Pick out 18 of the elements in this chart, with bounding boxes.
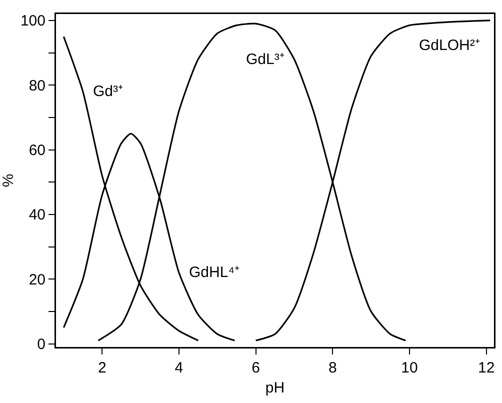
y-axis-title: % xyxy=(0,174,17,188)
y-tick-label: 0 xyxy=(37,336,46,354)
annotation: GdLOH²⁺ xyxy=(419,37,480,54)
x-tick-label: 12 xyxy=(478,360,495,376)
y-tick-label: 80 xyxy=(28,77,46,94)
x-tick-label: 8 xyxy=(328,360,337,376)
annotation: Gd³⁺ xyxy=(93,83,124,100)
y-tick-label: 40 xyxy=(28,206,46,224)
y-tick-label: 60 xyxy=(28,142,46,160)
x-tick-label: 4 xyxy=(174,360,184,376)
y-tick-label: 100 xyxy=(20,12,46,30)
y-tick-label: 20 xyxy=(28,271,46,288)
annotation: GdHL⁴⁺ xyxy=(189,264,240,281)
x-tick-label: 2 xyxy=(98,360,106,376)
annotation: GdL³⁺ xyxy=(246,51,284,68)
x-tick-label: 6 xyxy=(252,360,260,376)
x-tick-label: 10 xyxy=(401,360,418,376)
x-axis-title: pH xyxy=(265,379,285,396)
